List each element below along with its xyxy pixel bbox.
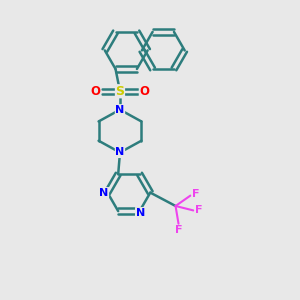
Text: N: N: [136, 208, 145, 218]
Text: F: F: [176, 225, 183, 236]
Text: O: O: [140, 85, 149, 98]
Text: S: S: [116, 85, 124, 98]
Text: F: F: [192, 189, 200, 199]
Text: N: N: [116, 105, 124, 115]
Text: N: N: [99, 188, 109, 198]
Text: F: F: [195, 206, 202, 215]
Text: O: O: [91, 85, 100, 98]
Text: N: N: [116, 148, 124, 158]
